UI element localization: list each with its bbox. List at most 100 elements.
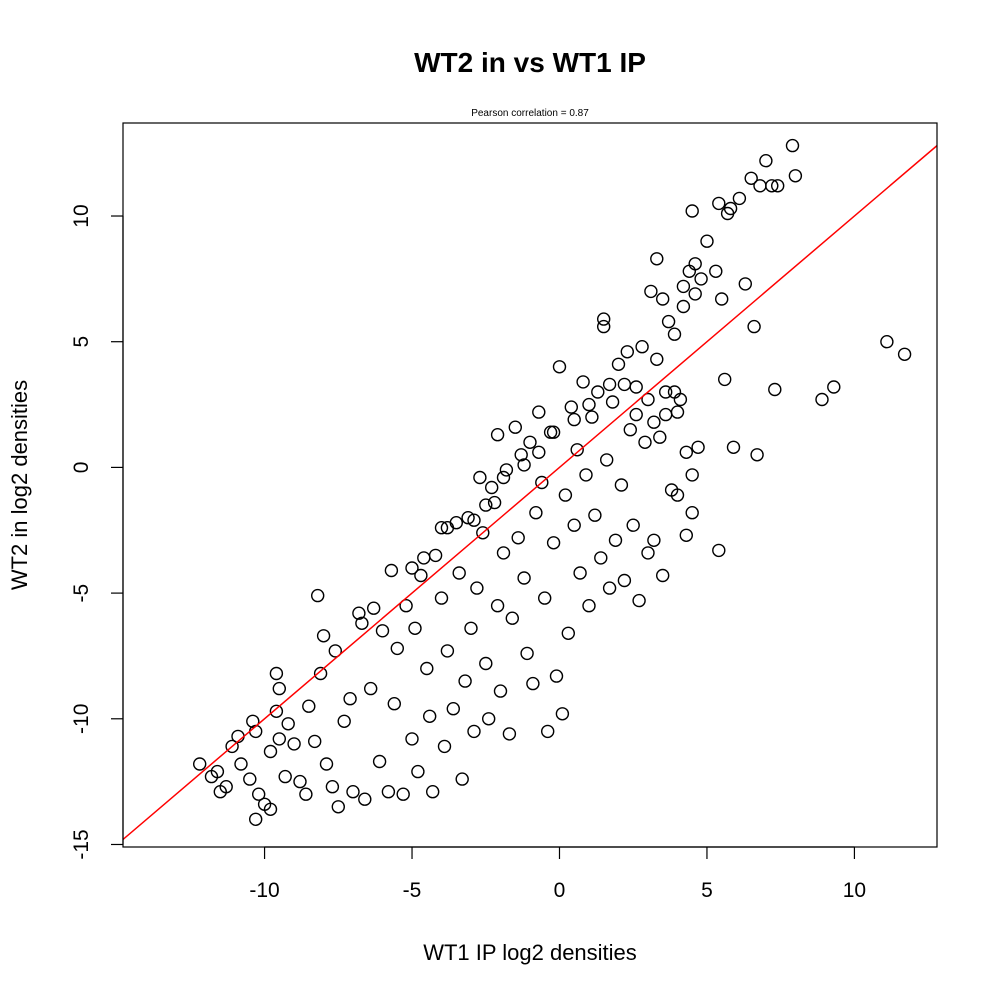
data-point — [591, 385, 605, 399]
data-point — [399, 599, 413, 613]
data-point — [473, 470, 487, 485]
data-point — [600, 453, 614, 467]
data-point — [676, 279, 691, 294]
x-tick-label: 0 — [554, 879, 566, 902]
data-point — [302, 699, 316, 713]
data-point — [455, 772, 469, 786]
data-point — [272, 681, 286, 696]
data-point — [293, 774, 307, 789]
data-point — [328, 644, 342, 658]
data-point — [364, 681, 378, 696]
data-point — [626, 518, 640, 532]
data-point — [656, 568, 670, 583]
y-tick-label: 10 — [70, 204, 93, 227]
data-point — [656, 292, 670, 306]
data-point — [785, 138, 800, 153]
data-point — [248, 812, 263, 826]
data-point — [638, 435, 652, 449]
data-point — [313, 666, 328, 681]
data-point — [641, 546, 655, 560]
data-point — [608, 533, 623, 547]
data-point — [479, 498, 493, 512]
x-tick-label: 10 — [843, 879, 866, 902]
data-point — [605, 395, 620, 409]
data-point — [287, 737, 301, 751]
data-point — [691, 440, 705, 454]
data-point — [567, 412, 581, 427]
data-point — [546, 425, 561, 439]
data-point — [543, 425, 558, 439]
data-point — [517, 458, 531, 472]
data-point — [738, 277, 752, 291]
fit-line-group — [122, 145, 938, 841]
data-point — [358, 792, 372, 806]
data-point — [343, 692, 357, 706]
data-point — [278, 769, 292, 784]
data-point — [661, 314, 676, 329]
data-point — [585, 410, 599, 424]
data-point — [434, 591, 449, 605]
data-point — [558, 488, 573, 502]
data-point — [434, 521, 449, 535]
x-axis: -10 -5 0 5 10 — [249, 846, 866, 902]
data-point — [602, 581, 617, 595]
data-point — [685, 468, 699, 482]
data-point — [428, 548, 443, 563]
data-point — [712, 543, 726, 558]
x-tick-label: 5 — [701, 879, 713, 902]
data-point — [685, 506, 699, 520]
data-point — [594, 551, 608, 565]
data-point — [709, 264, 723, 278]
data-point — [765, 179, 779, 193]
data-point — [316, 629, 331, 643]
data-point — [670, 488, 685, 502]
data-point — [352, 606, 366, 620]
data-point — [718, 372, 732, 387]
data-point — [682, 264, 696, 278]
data-point — [476, 526, 490, 540]
data-point — [629, 380, 643, 394]
data-point — [384, 563, 399, 578]
data-point — [440, 644, 455, 658]
chart-subtitle: Pearson correlation = 0.87 — [471, 108, 589, 119]
data-point — [538, 591, 552, 605]
y-tick-label: -10 — [70, 704, 93, 734]
data-point — [311, 588, 325, 603]
data-point — [449, 516, 463, 530]
data-point — [526, 676, 540, 691]
x-tick-label: -10 — [249, 879, 279, 902]
data-point — [396, 787, 410, 801]
data-point — [499, 463, 514, 477]
data-point — [611, 357, 626, 371]
y-tick-label: -15 — [70, 829, 93, 859]
data-point — [452, 566, 466, 580]
data-point — [632, 593, 646, 608]
data-point — [650, 352, 664, 366]
data-point — [520, 646, 534, 661]
data-point — [641, 392, 655, 407]
data-point — [505, 611, 519, 625]
data-point — [331, 800, 345, 814]
data-point — [325, 780, 340, 794]
data-point — [355, 616, 369, 630]
data-point — [667, 327, 682, 341]
data-point — [561, 626, 575, 640]
data-point — [676, 299, 691, 314]
data-point — [496, 470, 511, 485]
data-point — [523, 435, 537, 449]
data-point — [269, 704, 284, 718]
x-axis-label: WT1 IP log2 densities — [423, 940, 637, 965]
data-point — [417, 551, 431, 565]
data-point — [337, 714, 351, 728]
data-point — [511, 531, 525, 545]
data-point — [367, 601, 381, 615]
data-point — [346, 785, 360, 799]
data-point — [414, 568, 428, 583]
data-point — [272, 732, 286, 746]
data-point — [502, 727, 517, 741]
data-point — [629, 407, 643, 422]
data-point — [514, 448, 528, 462]
plot-frame — [122, 122, 938, 848]
data-point — [635, 340, 649, 354]
chart-title: WT2 in vs WT1 IP — [414, 47, 646, 78]
